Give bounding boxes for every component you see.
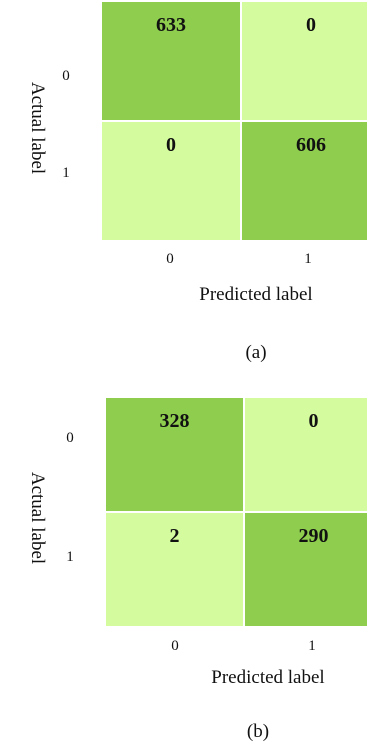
confusion-matrix-b: 328 0 2 290 0 1 0 1 Actual label Predicted … (0, 375, 367, 749)
cell-value-r0-c0: 633 (156, 14, 186, 36)
cell-value-r1-c0: 2 (170, 525, 180, 547)
cell-r0-c0 (106, 398, 243, 511)
cell-r1-c1 (242, 122, 367, 240)
y-axis-label: Actual label (27, 472, 48, 564)
cell-r1-c1 (245, 513, 367, 626)
x-axis-label: Predicted label (211, 667, 324, 688)
cell-value-r0-c1: 0 (309, 410, 319, 432)
confusion-matrix-a-svg: 633 0 0 606 0 1 0 1 Actual label Predicted … (27, 2, 367, 363)
x-tick-0: 0 (166, 251, 174, 267)
cell-value-r1-c0: 0 (166, 134, 176, 156)
cell-value-r1-c1: 290 (299, 525, 329, 547)
y-tick-0: 0 (66, 430, 74, 446)
x-tick-1: 1 (304, 251, 312, 267)
matrix-cells: 328 0 2 290 (106, 398, 367, 626)
confusion-matrix-a: 633 0 0 606 0 1 0 1 Actual label Predicted … (27, 2, 367, 363)
x-axis-label: Predicted label (199, 284, 312, 305)
x-tick-1: 1 (308, 638, 316, 654)
cell-r1-c0 (106, 513, 243, 626)
cell-r0-c1 (242, 2, 367, 120)
y-axis-label: Actual label (27, 82, 48, 174)
figure-caption: (b) (247, 721, 269, 742)
y-tick-1: 1 (66, 549, 74, 565)
figure-caption: (a) (245, 342, 266, 363)
cell-r1-c0 (102, 122, 240, 240)
matrix-cells: 633 0 0 606 (102, 2, 367, 240)
x-tick-0: 0 (171, 638, 179, 654)
cell-r0-c1 (245, 398, 367, 511)
y-tick-1: 1 (62, 165, 70, 181)
cell-value-r1-c1: 606 (296, 134, 326, 156)
cell-value-r0-c0: 328 (160, 410, 190, 432)
y-tick-0: 0 (62, 68, 70, 84)
cell-value-r0-c1: 0 (306, 14, 316, 36)
cell-r0-c0 (102, 2, 240, 120)
confusion-matrix-b-svg: 328 0 2 290 0 1 0 1 Actual label Predicted … (27, 398, 367, 742)
